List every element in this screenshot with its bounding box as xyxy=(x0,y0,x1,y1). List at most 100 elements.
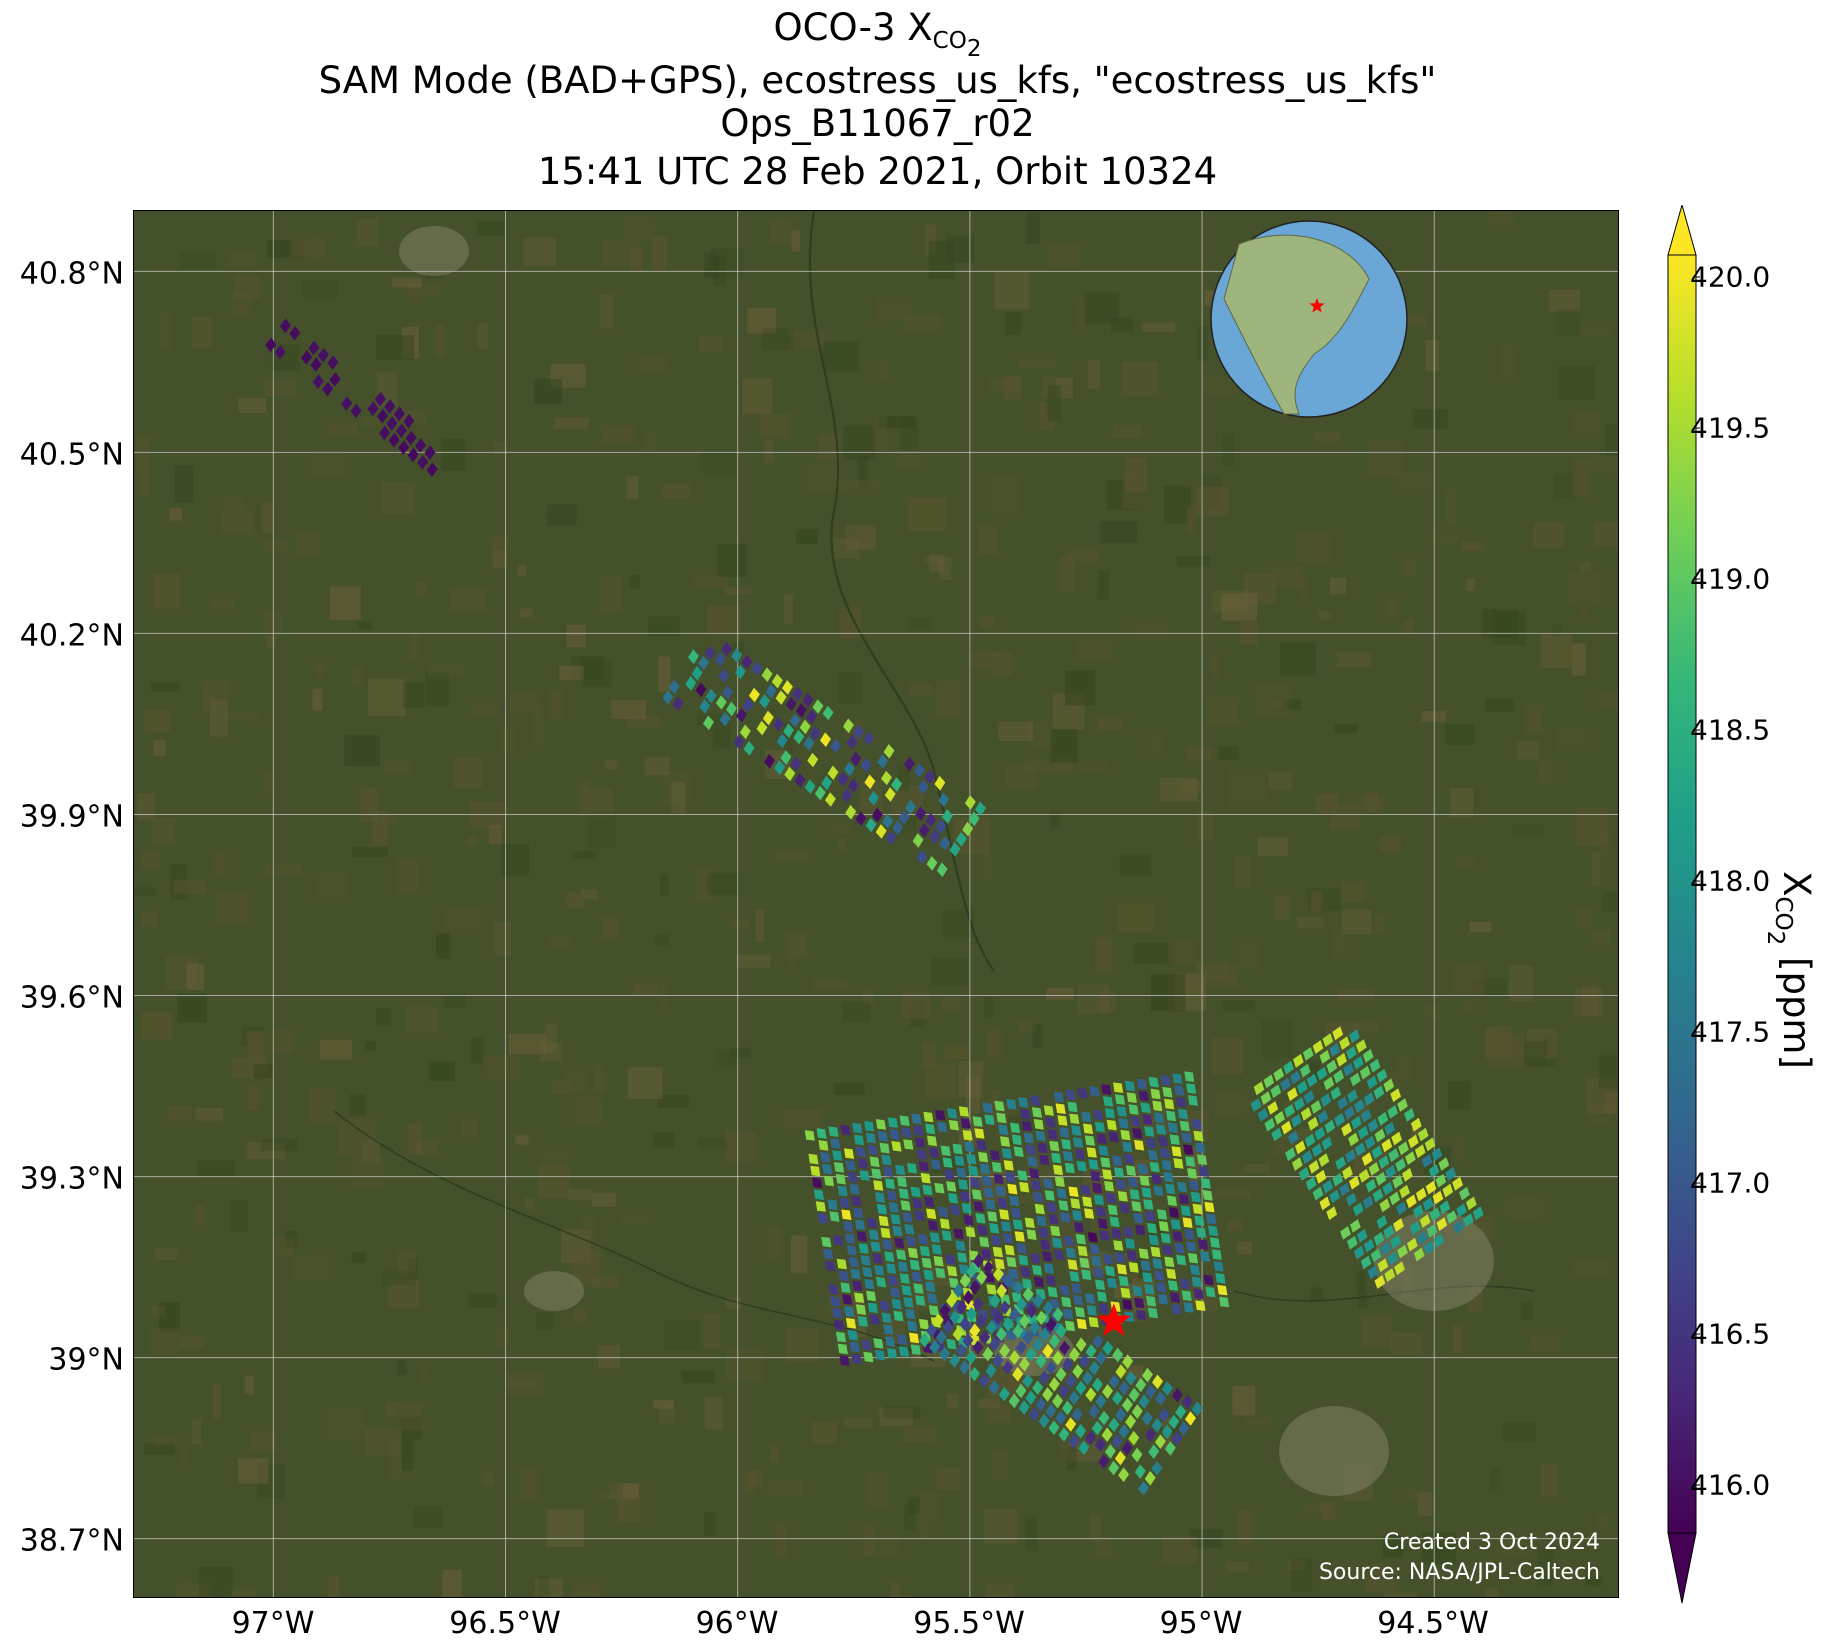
terrain-patch xyxy=(173,879,207,894)
xco2-sounding xyxy=(1160,1075,1171,1086)
terrain-patch xyxy=(1388,598,1397,617)
terrain-patch xyxy=(537,1165,570,1199)
xco2-sounding xyxy=(1035,1397,1047,1412)
xco2-sounding xyxy=(1155,1391,1167,1406)
xco2-sounding xyxy=(1397,1244,1408,1259)
xco2-sounding xyxy=(1112,1155,1123,1166)
xco2-sounding xyxy=(924,1196,935,1208)
xco2-sounding xyxy=(1433,1233,1445,1248)
terrain-patch xyxy=(361,1140,381,1164)
terrain-patch xyxy=(776,749,785,764)
xco2-sounding xyxy=(812,1177,823,1189)
xco2-sounding xyxy=(837,1185,848,1197)
xco2-sounding xyxy=(1048,1420,1060,1436)
xco2-sounding xyxy=(1065,1417,1077,1432)
terrain-patch xyxy=(198,1567,233,1597)
xco2-sounding xyxy=(930,1159,941,1170)
xco2-sounding xyxy=(846,735,858,750)
xco2-sounding xyxy=(1274,1110,1285,1125)
xco2-sounding xyxy=(1105,1192,1116,1204)
terrain-patch xyxy=(1233,856,1250,888)
xco2-sounding xyxy=(1071,1407,1083,1422)
terrain-patch xyxy=(1579,607,1591,620)
xco2-sounding xyxy=(983,1187,994,1198)
xco2-sounding xyxy=(1014,1231,1025,1242)
xco2-sounding xyxy=(1018,1400,1030,1415)
terrain-patch xyxy=(690,574,727,588)
terrain-patch xyxy=(222,497,245,511)
xco2-sounding xyxy=(1339,1036,1350,1050)
xco2-sounding xyxy=(1073,1295,1084,1306)
xco2-sounding xyxy=(1202,1190,1213,1201)
terrain-patch xyxy=(141,910,159,927)
xco2-sounding xyxy=(1007,1183,1018,1195)
xco2-sounding xyxy=(989,1336,1001,1352)
terrain-patch xyxy=(762,328,794,350)
xco2-sounding xyxy=(1187,1095,1198,1106)
xco2-sounding xyxy=(1432,1190,1444,1205)
terrain-patch xyxy=(1024,759,1058,774)
xco2-sounding xyxy=(398,440,410,455)
terrain-patch xyxy=(1180,977,1207,996)
terrain-patch xyxy=(195,1205,205,1226)
xco2-sounding xyxy=(1312,1040,1324,1054)
terrain-patch xyxy=(564,1070,589,1094)
terrain-patch xyxy=(1509,965,1534,1002)
terrain-patch xyxy=(1215,1091,1246,1117)
xco2-sounding xyxy=(835,1173,846,1185)
xco2-sounding xyxy=(822,1163,833,1175)
xco2-sounding xyxy=(1114,1094,1125,1105)
xco2-sounding xyxy=(844,1306,855,1317)
xco2-sounding xyxy=(1138,1480,1149,1496)
xco2-sounding xyxy=(1109,1216,1120,1228)
map-plot-area[interactable] xyxy=(133,210,1619,1598)
xco2-sounding xyxy=(807,752,819,768)
xco2-sounding xyxy=(1368,1162,1380,1176)
terrain-patch xyxy=(453,757,483,788)
xco2-sounding xyxy=(1061,1400,1073,1416)
xco2-sounding xyxy=(1360,1109,1372,1123)
xco2-sounding xyxy=(1285,1147,1296,1162)
xco2-sounding xyxy=(1055,1103,1066,1114)
xco2-sounding xyxy=(1326,1206,1338,1221)
terrain-patch xyxy=(875,298,912,322)
terrain-patch xyxy=(671,781,686,814)
xco2-sounding xyxy=(929,829,941,844)
xco2-sounding xyxy=(1049,1333,1060,1349)
xco2-sounding xyxy=(864,774,876,790)
xco2-sounding xyxy=(1271,1127,1283,1142)
xco2-sounding xyxy=(1126,1092,1137,1103)
xco2-sounding xyxy=(1330,1086,1342,1101)
terrain-patch xyxy=(1159,777,1198,802)
xco2-sounding xyxy=(965,1226,976,1238)
xco2-sounding xyxy=(1108,1417,1120,1433)
xco2-sounding xyxy=(958,1179,969,1190)
xco2-sounding xyxy=(877,754,889,769)
terrain-patch xyxy=(909,618,932,631)
xco2-sounding xyxy=(1385,1165,1397,1179)
xco2-sounding xyxy=(841,788,853,803)
terrain-patch xyxy=(925,224,936,255)
xco2-sounding xyxy=(1039,1327,1051,1342)
xco2-sounding xyxy=(876,1276,887,1288)
xco2-sounding xyxy=(1342,1166,1353,1180)
xco2-sounding xyxy=(922,1184,933,1196)
xco2-sounding xyxy=(1142,1367,1153,1383)
colorbar-extend-min xyxy=(1667,1532,1697,1604)
xco2-sounding xyxy=(814,785,826,801)
xco2-sounding xyxy=(1367,1118,1379,1133)
terrain-patch xyxy=(1018,1193,1045,1204)
terrain-patch xyxy=(1537,1549,1554,1586)
xco2-sounding xyxy=(898,1346,909,1357)
xco2-sounding xyxy=(1101,1084,1112,1095)
xco2-sounding xyxy=(941,1230,952,1241)
terrain-patch xyxy=(1392,315,1427,326)
xco2-sounding xyxy=(1085,1430,1096,1446)
xco2-sounding xyxy=(907,1320,918,1332)
terrain-patch xyxy=(653,1400,674,1409)
xco2-sounding xyxy=(317,347,329,363)
xco2-sounding xyxy=(934,1182,945,1194)
xco2-sounding xyxy=(1053,1249,1064,1260)
xco2-sounding xyxy=(926,856,938,871)
xco2-sounding xyxy=(1108,1460,1120,1476)
